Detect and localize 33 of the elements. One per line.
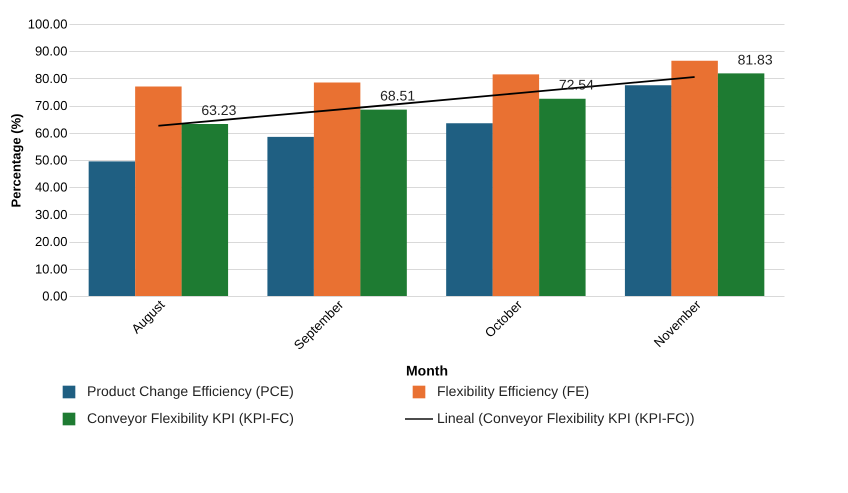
bar	[135, 86, 182, 296]
bar	[671, 60, 718, 296]
bar	[267, 136, 314, 296]
y-axis-title: Percentage (%)	[8, 114, 24, 208]
y-tick-label: 60.00	[34, 125, 68, 140]
y-tick-label: 90.00	[34, 44, 68, 59]
legend-label: Conveyor Flexibility KPI (KPI-FC)	[87, 410, 294, 426]
bar	[539, 98, 586, 296]
bar	[718, 73, 764, 296]
bar	[182, 124, 228, 296]
bar	[314, 82, 360, 296]
y-tick-label: 30.00	[34, 206, 68, 222]
y-tick-label: 20.00	[34, 234, 68, 250]
bar	[446, 123, 493, 296]
y-tick-label: 100.00	[28, 16, 68, 32]
data-label: 81.83	[738, 51, 773, 68]
bar	[360, 110, 407, 296]
y-tick-label: 80.00	[34, 70, 68, 86]
line-series	[157, 76, 696, 127]
legend-label: Product Change Efficiency (PCE)	[87, 383, 294, 399]
y-tick-label: 10.00	[34, 261, 68, 276]
data-label: 63.23	[201, 102, 237, 118]
y-tick-label: 70.00	[34, 98, 68, 114]
y-tick-label: 0.00	[42, 288, 68, 304]
bar	[88, 161, 136, 296]
legend-label: Flexibility Efficiency (FE)	[437, 383, 590, 399]
bar	[624, 85, 672, 296]
legend-label: Lineal (Conveyor Flexibility KPI (KPI-FC))	[437, 410, 695, 426]
x-axis-title: Month	[406, 362, 448, 379]
data-label: 68.51	[380, 88, 416, 104]
y-tick-label: 50.00	[34, 152, 68, 168]
bar	[492, 74, 540, 296]
y-tick-label: 40.00	[34, 180, 68, 195]
